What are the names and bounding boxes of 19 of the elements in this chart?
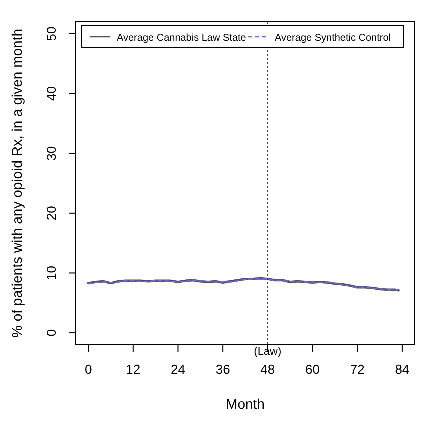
x-tick-label: 36 [216, 362, 230, 377]
y-tick-label: 30 [44, 146, 59, 161]
x-tick-label: 72 [350, 362, 365, 377]
y-tick-label: 40 [44, 86, 59, 102]
ref-line-label: (Law) [254, 346, 282, 358]
x-tick-label: 12 [126, 362, 141, 377]
legend-label: Average Cannabis Law State [117, 33, 247, 44]
x-tick-label: 84 [395, 362, 410, 377]
x-tick-label: 24 [171, 362, 186, 377]
x-tick-label: 48 [260, 362, 276, 377]
y-tick-label: 50 [44, 26, 59, 42]
y-tick-label: 20 [44, 206, 59, 221]
x-tick-label: 60 [306, 362, 320, 377]
legend-label: Average Synthetic Control [275, 33, 391, 44]
x-axis-title: Month [226, 396, 265, 412]
y-axis-title: % of patients with any opioid Rx, in a given month [9, 29, 25, 338]
x-tick-label: 0 [84, 362, 92, 377]
y-tick-label: 10 [44, 266, 59, 280]
y-tick-label: 0 [44, 329, 59, 337]
